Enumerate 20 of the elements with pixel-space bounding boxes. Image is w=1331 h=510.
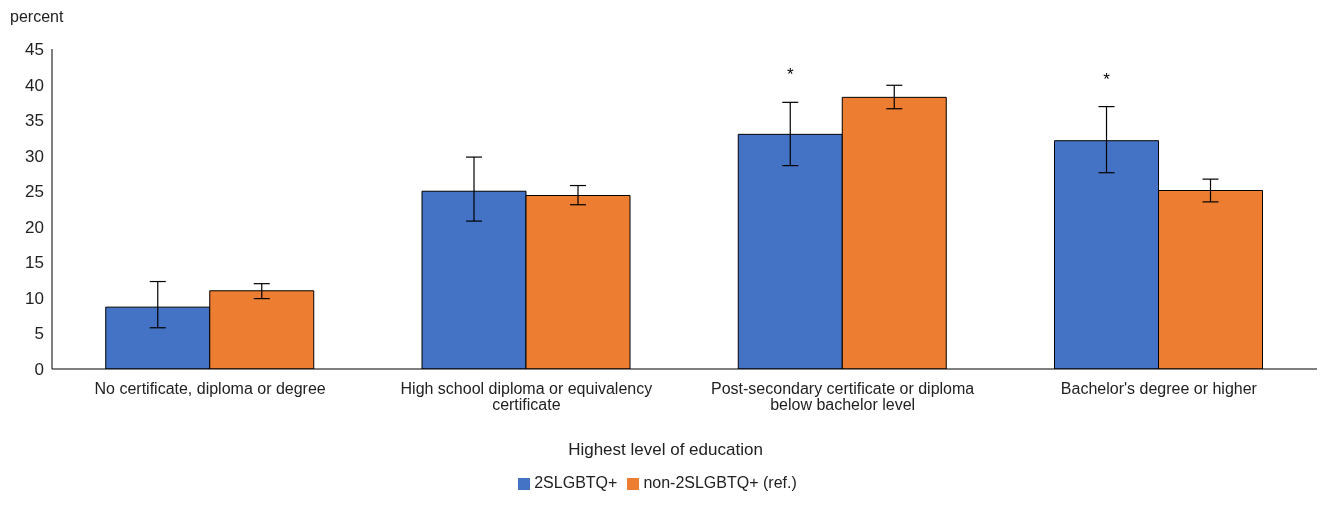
x-tick-label: No certificate, diploma or degree — [94, 380, 326, 398]
legend-label: non-2SLGBTQ+ (ref.) — [643, 474, 797, 491]
y-tick-label: 10 — [25, 288, 44, 308]
y-tick-label: 30 — [25, 146, 44, 166]
y-axis-title: percent — [10, 8, 64, 26]
legend-label: 2SLGBTQ+ — [534, 474, 618, 491]
y-tick-label: 15 — [25, 253, 44, 273]
x-axis-title: Highest level of education — [567, 440, 764, 460]
y-tick-label: 35 — [25, 111, 44, 131]
y-tick-label: 25 — [25, 182, 44, 202]
y-tick-label: 40 — [25, 75, 44, 95]
y-tick-label: 45 — [25, 40, 44, 60]
x-tick-label: High school diploma or equivalency certificate — [400, 380, 653, 414]
y-tick-label: 0 — [34, 360, 44, 380]
data-label: * — [786, 65, 794, 85]
y-tick-label: 20 — [25, 217, 44, 237]
x-tick-label: Bachelor's degree or higher — [1060, 380, 1258, 398]
x-tick-label: Post-secondary certificate or diploma below bachelor level — [711, 380, 975, 414]
data-label: * — [1103, 69, 1111, 89]
y-tick-label: 5 — [34, 324, 44, 344]
